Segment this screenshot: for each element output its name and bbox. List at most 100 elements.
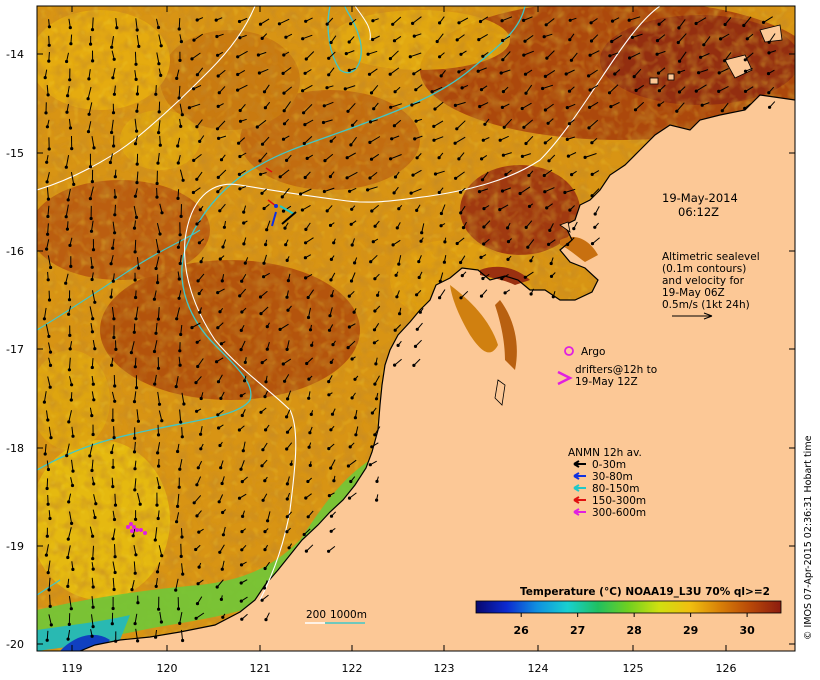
velocity-arrow-head <box>304 57 308 61</box>
velocity-arrow-head <box>45 180 49 184</box>
velocity-arrow-head <box>239 581 243 585</box>
velocity-arrow-head <box>699 55 703 59</box>
velocity-arrow-head <box>327 393 331 397</box>
velocity-arrow-head <box>66 584 70 589</box>
velocity-arrow-head <box>175 520 179 524</box>
velocity-arrow-head <box>42 317 47 321</box>
velocity-arrow <box>743 16 752 26</box>
velocity-arrow-head <box>180 535 184 539</box>
velocity-arrow-head <box>390 137 394 141</box>
velocity-arrow-head <box>349 143 353 147</box>
velocity-arrow-head <box>418 310 422 314</box>
velocity-arrow <box>159 611 162 623</box>
velocity-arrow-head <box>370 411 374 415</box>
velocity-arrow-head <box>133 365 137 369</box>
velocity-arrow-head <box>192 38 196 42</box>
velocity-arrow <box>137 492 141 505</box>
velocity-arrow-head <box>394 273 398 277</box>
velocity-arrow-head <box>48 385 52 389</box>
velocity-arrow <box>259 68 269 74</box>
velocity-arrow-head <box>260 191 264 195</box>
velocity-arrow <box>523 16 533 21</box>
velocity-arrow-head <box>88 197 92 201</box>
velocity-arrow-head <box>138 502 142 506</box>
velocity-arrow <box>112 561 116 573</box>
velocity-arrow-head <box>566 242 570 247</box>
velocity-arrow-head <box>160 419 164 423</box>
velocity-arrow-head <box>632 75 636 79</box>
velocity-arrow-head <box>541 86 545 91</box>
velocity-arrow-head <box>323 159 327 163</box>
velocity-arrow-head <box>237 496 242 500</box>
velocity-arrow-head <box>569 58 574 62</box>
velocity-arrow-head <box>657 89 662 93</box>
velocity-arrow-head <box>321 120 326 125</box>
velocity-arrow-head <box>417 260 421 264</box>
velocity-arrow-head <box>283 226 287 230</box>
velocity-arrow-head <box>91 382 95 386</box>
velocity-arrow <box>175 376 179 387</box>
velocity-arrow-head <box>259 410 263 414</box>
velocity-arrow-head <box>499 71 503 75</box>
velocity-arrow-head <box>112 144 116 148</box>
velocity-arrow <box>181 392 185 405</box>
svg-text:(0.1m contours): (0.1m contours) <box>662 263 746 275</box>
velocity-arrow-head <box>110 45 114 49</box>
colorbar-tick-label: 29 <box>683 624 698 637</box>
velocity-arrow-head <box>259 312 263 316</box>
drifter-chevron-icon <box>557 370 573 386</box>
velocity-arrow-head <box>302 532 306 537</box>
velocity-arrow-head <box>518 191 522 196</box>
velocity-arrow <box>193 154 202 161</box>
velocity-arrow <box>155 256 160 269</box>
velocity-arrow-head <box>196 279 200 283</box>
velocity-arrow-head <box>353 377 357 381</box>
velocity-arrow-head <box>264 243 268 247</box>
velocity-arrow-head <box>303 256 307 260</box>
svg-text:0.5m/s (1kt 24h): 0.5m/s (1kt 24h) <box>662 299 750 311</box>
velocity-arrow-head <box>286 279 290 283</box>
altimetry-note: Altimetric sealevel (0.1m contours) and … <box>662 251 760 320</box>
velocity-arrow-head <box>198 139 202 143</box>
velocity-arrow-head <box>240 530 244 534</box>
velocity-arrow <box>523 50 534 56</box>
velocity-arrow-head <box>136 601 140 605</box>
velocity-arrow-head <box>372 107 376 111</box>
velocity-arrow <box>157 307 160 320</box>
velocity-arrow-head <box>111 606 115 611</box>
velocity-arrow <box>46 410 49 421</box>
velocity-arrow <box>176 307 180 319</box>
velocity-arrow-head <box>568 208 572 212</box>
velocity-arrow-head <box>111 76 115 80</box>
velocity-arrow-head <box>155 570 160 574</box>
velocity-arrow-head <box>263 395 267 399</box>
velocity-arrow <box>191 52 201 60</box>
velocity-arrow <box>676 102 685 112</box>
velocity-arrow-head <box>389 157 393 161</box>
velocity-arrow-head <box>220 567 224 571</box>
velocity-arrow <box>92 17 94 30</box>
velocity-arrow-head <box>545 206 549 210</box>
velocity-arrow-head <box>240 617 244 621</box>
velocity-arrow-head <box>220 279 224 283</box>
velocity-arrow-head <box>548 228 552 232</box>
velocity-arrow-head <box>243 360 247 364</box>
velocity-arrow <box>454 136 466 144</box>
velocity-arrow <box>546 50 555 59</box>
velocity-arrow-head <box>111 537 115 541</box>
velocity-arrow-head <box>47 59 51 63</box>
velocity-arrow-head <box>134 553 138 557</box>
velocity-arrow-head <box>285 530 289 534</box>
velocity-arrow <box>179 169 184 181</box>
velocity-arrow-head <box>395 295 399 299</box>
velocity-arrow-head <box>70 483 75 488</box>
velocity-arrow-head <box>438 21 442 25</box>
timestamp-line2: 06:12Z <box>678 205 719 219</box>
velocity-arrow-head <box>501 38 505 43</box>
velocity-arrow-head <box>177 96 181 100</box>
velocity-arrow-head <box>376 293 380 297</box>
velocity-arrow <box>724 52 732 62</box>
velocity-arrow <box>502 51 511 61</box>
velocity-arrow-head <box>67 312 71 316</box>
velocity-arrow-head <box>156 161 160 165</box>
